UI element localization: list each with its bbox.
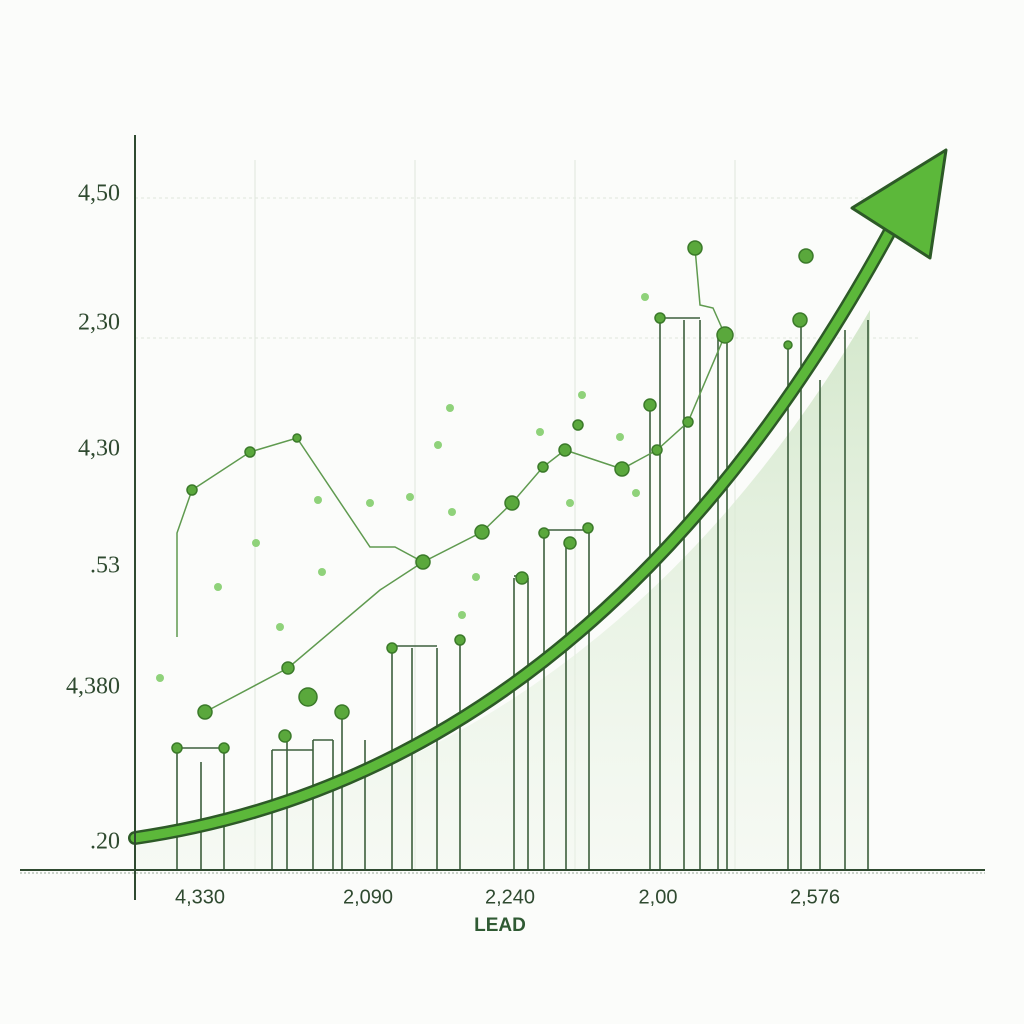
dot [578,391,586,399]
dot [276,623,284,631]
y-label: 4,50 [78,181,120,207]
dot [651,444,663,456]
dot [682,416,694,428]
dot [616,433,624,441]
dot [197,704,213,720]
dot [244,446,256,458]
dot [218,742,230,754]
dot [156,674,164,682]
dot [448,508,456,516]
dot [783,340,793,350]
dot [171,742,183,754]
dot [252,539,260,547]
dot [792,312,808,328]
dot [798,248,814,264]
y-label: 4,30 [78,436,120,462]
dot [641,293,649,301]
dot [318,568,326,576]
dot [614,461,630,477]
dot [687,240,703,256]
dot [454,634,466,646]
dot [472,573,480,581]
area-shade [135,310,870,870]
dot [298,687,318,707]
x-label: 4,330 [175,886,225,908]
dots [156,240,814,754]
arrow-head [850,148,948,260]
bars [176,317,869,870]
y-label: .53 [90,553,120,579]
dot [654,312,666,324]
dot [566,499,574,507]
dot [434,441,442,449]
dot [386,642,398,654]
dot [563,536,577,550]
dot [292,433,302,443]
dot [537,461,549,473]
dot [334,704,350,720]
dot [415,554,431,570]
dot [278,729,292,743]
dot [214,583,222,591]
x-label: 2,090 [343,886,393,908]
dot [504,495,520,511]
dot [446,404,454,412]
y-label: .20 [90,829,120,855]
dot [716,326,734,344]
dot [643,398,657,412]
dot [558,443,572,457]
dot [632,489,640,497]
dot [406,493,414,501]
x-label: 2,576 [790,886,840,908]
dot [536,428,544,436]
dot [366,499,374,507]
dot [314,496,322,504]
x-label: 2,240 [485,886,535,908]
y-label: 2,30 [78,310,120,336]
dot [582,522,594,534]
dot [515,571,529,585]
arrow-shaft [130,217,900,843]
dot [572,419,584,431]
dot [186,484,198,496]
dot [538,527,550,539]
dot [474,524,490,540]
dot [458,611,466,619]
y-label: 4,380 [66,674,120,700]
dot [281,661,295,675]
x-label: 2,00 [639,886,678,908]
x-axis-title: LEAD [474,915,526,936]
